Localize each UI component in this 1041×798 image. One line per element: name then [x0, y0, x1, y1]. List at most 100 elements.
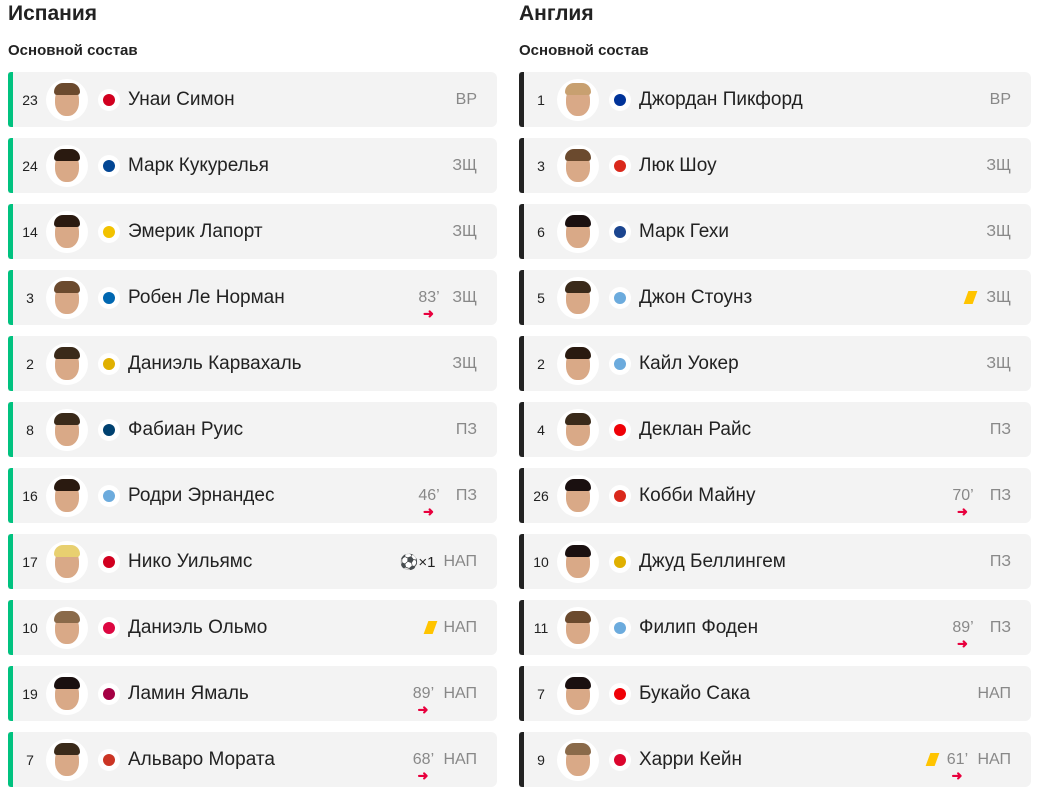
player-row[interactable]: 26 Кобби Майну 70’ ➜ ПЗ [519, 468, 1031, 523]
player-row[interactable]: 16 Родри Эрнандес 46’ ➜ ПЗ [8, 468, 497, 523]
player-row[interactable]: 3 Люк Шоу ЗЩ [519, 138, 1031, 193]
player-position: ПЗ [989, 552, 1011, 570]
player-name[interactable]: Филип Фоден [639, 616, 759, 638]
team-name: Англия [519, 2, 594, 25]
player-avatar [557, 672, 599, 715]
player-position: ВР [989, 90, 1011, 108]
goal-count-value: ×1 [418, 553, 436, 571]
player-name[interactable]: Харри Кейн [639, 748, 743, 770]
player-name[interactable]: Фабиан Руис [128, 418, 244, 440]
shirt-number: 3 [537, 157, 545, 174]
team-color-bar [519, 534, 524, 589]
player-row[interactable]: 4 Деклан Райс ПЗ [519, 402, 1031, 457]
player-name[interactable]: Марк Кукурелья [128, 154, 269, 176]
player-avatar [46, 342, 88, 385]
player-name[interactable]: Кайл Уокер [639, 352, 739, 374]
player-position: ПЗ [989, 486, 1011, 504]
player-avatar [46, 78, 88, 121]
player-name[interactable]: Даниэль Ольмо [128, 616, 268, 638]
club-logo-icon [98, 550, 120, 573]
player-avatar [557, 210, 599, 253]
player-name[interactable]: Родри Эрнандес [128, 484, 275, 506]
club-logo-icon [98, 286, 120, 309]
club-logo-icon [609, 220, 631, 243]
player-name[interactable]: Джордан Пикфорд [639, 88, 803, 110]
team-color-bar [519, 468, 524, 523]
sub-out-arrow-icon: ➜ [417, 767, 429, 783]
sub-minute: 70’ [952, 486, 974, 504]
club-logo-icon [609, 748, 631, 771]
player-avatar [557, 144, 599, 187]
player-name[interactable]: Ламин Ямаль [128, 682, 249, 704]
player-row[interactable]: 10 Даниэль Ольмо НАП [8, 600, 497, 655]
player-row[interactable]: 11 Филип Фоден 89’ ➜ ПЗ [519, 600, 1031, 655]
sub-out-arrow-icon: ➜ [951, 767, 963, 783]
team-color-bar [519, 402, 524, 457]
player-row[interactable]: 17 Нико Уильямс ⚽×1 НАП [8, 534, 497, 589]
player-row[interactable]: 23 Унаи Симон ВР [8, 72, 497, 127]
team-color-bar [8, 600, 13, 655]
player-name[interactable]: Альваро Мората [128, 748, 275, 770]
player-name[interactable]: Люк Шоу [639, 154, 717, 176]
player-name[interactable]: Унаи Симон [128, 88, 235, 110]
club-logo-icon [609, 352, 631, 375]
player-row[interactable]: 19 Ламин Ямаль 89’ ➜ НАП [8, 666, 497, 721]
player-avatar [557, 738, 599, 781]
goal-count: ⚽×1 [400, 553, 436, 571]
player-row[interactable]: 24 Марк Кукурелья ЗЩ [8, 138, 497, 193]
team-lineup-england: Англия Основной состав 1 Джордан Пикфорд… [519, 0, 1031, 798]
player-row[interactable]: 6 Марк Гехи ЗЩ [519, 204, 1031, 259]
player-row[interactable]: 14 Эмерик Лапорт ЗЩ [8, 204, 497, 259]
player-avatar [46, 672, 88, 715]
player-avatar [557, 474, 599, 517]
player-avatar [557, 276, 599, 319]
substitution: 89’ ➜ [411, 685, 435, 716]
player-name[interactable]: Робен Ле Норман [128, 286, 285, 308]
player-name[interactable]: Джуд Беллингем [639, 550, 786, 572]
player-name[interactable]: Деклан Райс [639, 418, 752, 440]
section-title: Основной состав [519, 42, 649, 59]
player-row[interactable]: 8 Фабиан Руис ПЗ [8, 402, 497, 457]
player-avatar [557, 78, 599, 121]
player-row[interactable]: 5 Джон Стоунз ЗЩ [519, 270, 1031, 325]
sub-out-arrow-icon: ➜ [957, 503, 968, 519]
player-position: ЗЩ [452, 222, 477, 240]
team-color-bar [8, 72, 13, 127]
sub-out-arrow-icon: ➜ [423, 503, 434, 519]
player-name[interactable]: Джон Стоунз [639, 286, 753, 308]
player-position: ЗЩ [986, 156, 1011, 174]
player-avatar [46, 210, 88, 253]
team-color-bar [8, 666, 13, 721]
substitution: 68’ ➜ [411, 750, 435, 782]
player-name[interactable]: Эмерик Лапорт [128, 220, 263, 242]
player-name[interactable]: Букайо Сака [639, 682, 751, 704]
player-row[interactable]: 7 Букайо Сака НАП [519, 666, 1031, 721]
team-color-bar [519, 336, 524, 391]
player-row[interactable]: 7 Альваро Мората 68’ ➜ НАП [8, 732, 497, 787]
player-position: НАП [443, 684, 477, 702]
player-position: ЗЩ [452, 354, 477, 372]
player-name[interactable]: Нико Уильямс [128, 550, 253, 572]
player-row[interactable]: 2 Кайл Уокер ЗЩ [519, 336, 1031, 391]
player-position: ПЗ [989, 420, 1011, 438]
player-row[interactable]: 1 Джордан Пикфорд ВР [519, 72, 1031, 127]
sub-minute: 89’ [952, 618, 974, 636]
player-row[interactable]: 2 Даниэль Карвахаль ЗЩ [8, 336, 497, 391]
club-logo-icon [609, 154, 631, 177]
player-row[interactable]: 9 Харри Кейн 61’ ➜ НАП [519, 732, 1031, 787]
player-position: ВР [455, 90, 477, 108]
player-row[interactable]: 3 Робен Ле Норман 83’ ➜ ЗЩ [8, 270, 497, 325]
sub-minute: 83’ [418, 288, 440, 306]
player-row[interactable]: 10 Джуд Беллингем ПЗ [519, 534, 1031, 589]
shirt-number: 11 [533, 619, 549, 636]
player-name[interactable]: Даниэль Карвахаль [128, 352, 302, 374]
yellow-card-icon [424, 621, 438, 634]
substitution: 70’ ➜ [951, 486, 975, 518]
player-name[interactable]: Кобби Майну [639, 484, 756, 506]
club-logo-icon [98, 418, 120, 441]
shirt-number: 10 [22, 619, 38, 636]
player-position: НАП [443, 552, 477, 570]
club-logo-icon [609, 484, 631, 507]
sub-minute: 68’ [412, 750, 435, 768]
player-name[interactable]: Марк Гехи [639, 220, 730, 242]
